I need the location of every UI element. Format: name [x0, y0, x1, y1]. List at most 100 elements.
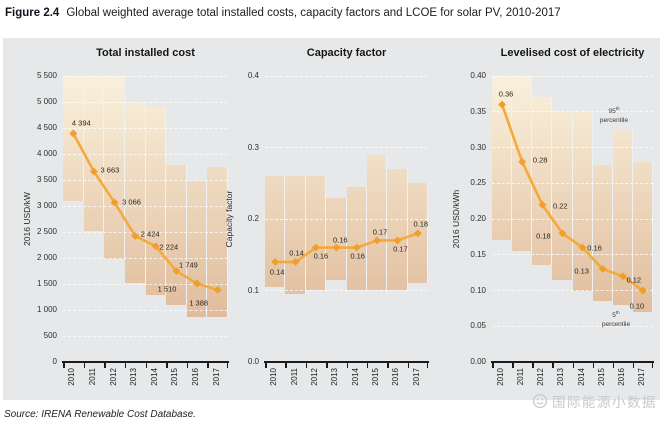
gridline: [492, 254, 653, 256]
data-point-label: 3 663: [100, 165, 120, 175]
percentile-band: [305, 176, 327, 291]
x-axis-year-label: 2017: [636, 368, 646, 386]
data-point-marker: [193, 279, 202, 288]
data-point-label: 2 424: [140, 229, 160, 239]
y-axis-tick-label: 4 500: [36, 123, 57, 132]
y-axis-tick-label: 0.10: [470, 285, 486, 295]
data-point-label: 0.14: [269, 267, 285, 277]
x-axis-tick: [186, 363, 189, 368]
percentile-band: [63, 76, 84, 201]
x-axis-tick: [651, 363, 653, 368]
y-axis-tick-label: 0.4: [247, 71, 259, 80]
gridline: [492, 111, 653, 113]
y-axis-tick-label: 0.20: [470, 214, 486, 223]
percentile-band: [592, 165, 613, 302]
chart-title: Capacity factor: [306, 47, 387, 59]
data-point-marker: [352, 243, 361, 252]
x-axis-year-label: 2011: [87, 368, 97, 386]
x-axis-tick: [426, 363, 428, 368]
x-axis-year-label: 2015: [371, 368, 381, 386]
y-axis-tick-label: 4 000: [36, 149, 57, 158]
gridline: [265, 75, 428, 77]
y-axis-tick-label: 1 000: [36, 305, 57, 314]
y-axis-tick-label: 0: [52, 357, 57, 366]
gridline: [63, 309, 228, 311]
source-note: Source: IRENA Renewable Cost Database.: [4, 409, 196, 420]
data-point-label: 0.17: [393, 244, 408, 254]
x-axis-year-label: 2016: [191, 368, 201, 386]
percentile-band: [166, 164, 187, 305]
x-axis-year-label: 2017: [411, 368, 421, 386]
gridline: [492, 218, 653, 220]
gridline: [63, 257, 228, 259]
x-axis-tick: [104, 363, 106, 368]
x-axis-tick: [265, 363, 267, 368]
data-point-marker: [271, 257, 280, 266]
x-axis-year-label: 2010: [269, 368, 279, 386]
data-point-marker: [373, 236, 382, 245]
x-axis-year-label: 2016: [616, 368, 626, 386]
x-axis-tick: [552, 363, 554, 368]
gridline: [492, 182, 653, 184]
data-point-marker: [332, 243, 341, 252]
data-point-label: 0.16: [587, 243, 602, 253]
percentile-band: [285, 176, 306, 295]
y-axis-tick-label: 2 500: [36, 227, 57, 236]
percentile-band: [387, 168, 408, 291]
chart-capacity-factor: Capacity factor Capacity factor 0.0 0.1 0.…: [224, 47, 429, 386]
percentile-band: [326, 197, 347, 280]
x-axis: [491, 361, 654, 363]
x-axis-tick: [492, 363, 494, 368]
data-point-label: 0.22: [553, 201, 568, 211]
percentile-band: [186, 181, 208, 317]
x-axis-tick: [63, 363, 65, 368]
data-point-marker: [172, 267, 181, 276]
y-axis-tick-label: 5 500: [36, 71, 57, 80]
y-axis-tick-label: 0.30: [470, 142, 486, 152]
data-point-marker: [393, 236, 402, 245]
y-axis-tick-label: 0.40: [470, 71, 486, 80]
x-axis-tick: [387, 363, 389, 368]
data-point-label: 0.14: [289, 248, 304, 258]
x-axis-tick: [326, 363, 328, 368]
percentile-band: [612, 129, 633, 305]
percentile-annotation: 95th percentile: [600, 106, 628, 125]
gridline: [63, 127, 228, 129]
x-axis-tick: [207, 363, 209, 368]
x-axis-tick: [285, 363, 287, 368]
x-axis-tick: [366, 363, 369, 368]
x-axis-year-label: 2017: [211, 368, 221, 386]
gridline: [63, 335, 228, 337]
gridline: [265, 147, 428, 148]
gridline: [63, 153, 228, 155]
data-point-label: 0.13: [574, 266, 589, 276]
x-axis-year-label: 2010: [496, 368, 506, 386]
percentile-band: [532, 97, 553, 266]
percentile-band: [632, 161, 653, 312]
x-axis-year-label: 2015: [596, 368, 606, 386]
x-axis-year-label: 2014: [576, 368, 586, 386]
data-point-label: 4 394: [71, 118, 91, 127]
x-axis-tick: [305, 363, 308, 368]
watermark: 国际能源小数据: [532, 391, 657, 411]
y-axis-tick-label: 5 000: [36, 97, 57, 106]
figure-caption: Figure 2.4 Global weighted average total …: [5, 7, 561, 19]
data-point-marker: [311, 243, 320, 252]
chart-total-installed-cost: Total installed cost 2016 USD/kW 0 500 1 0…: [22, 47, 229, 386]
data-point-label: 1 510: [157, 284, 177, 294]
average-line-series: [498, 100, 647, 295]
x-axis: [264, 361, 429, 363]
x-axis-year-label: 2013: [330, 368, 340, 386]
data-point-label: 1 749: [179, 260, 198, 270]
x-axis-year-label: 2013: [556, 368, 566, 386]
figure-caption-text: Global weighted average total installed …: [66, 7, 561, 19]
y-axis-tick-label: 1 500: [36, 279, 57, 288]
x-axis-year-label: 2014: [149, 368, 159, 386]
y-axis-tick-label: 500: [43, 331, 57, 340]
line: [72, 132, 219, 292]
data-point-label: 0.18: [536, 231, 551, 241]
y-axis-tick-label: 0.3: [247, 142, 259, 152]
x-axis-tick: [572, 363, 574, 368]
gridline: [492, 75, 653, 77]
